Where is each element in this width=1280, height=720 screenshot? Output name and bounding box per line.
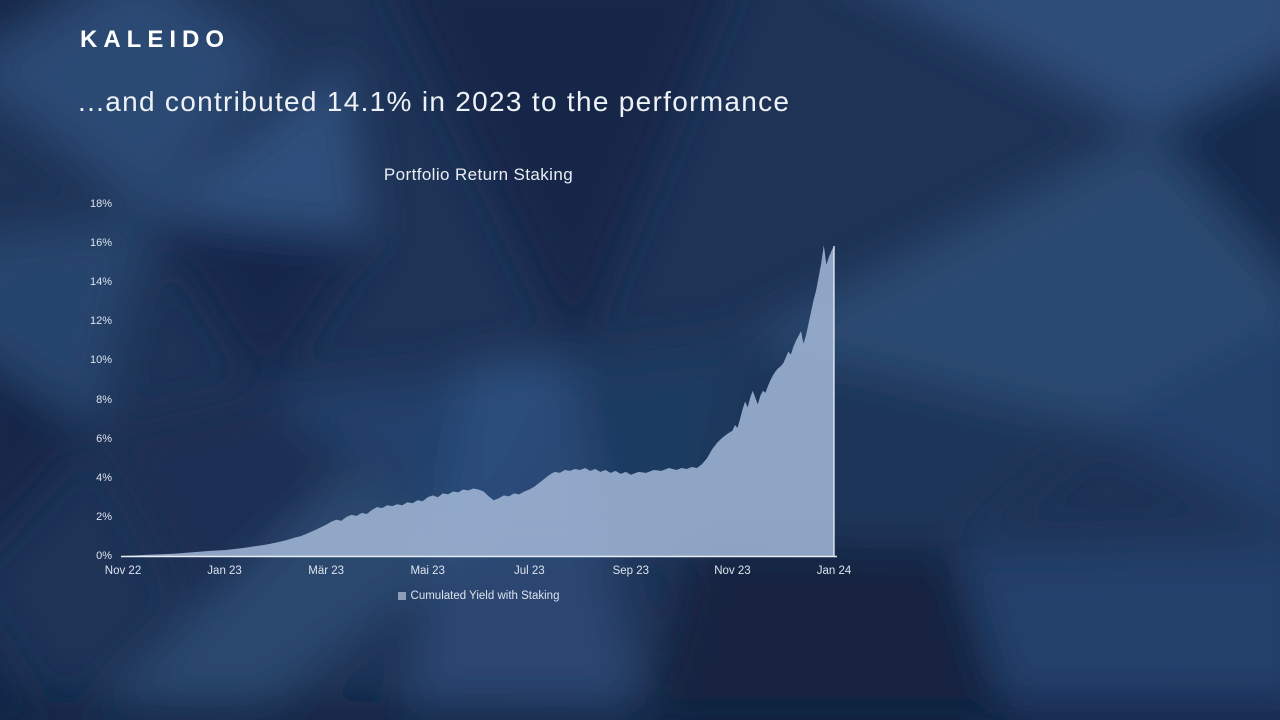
y-axis-label: 16% [89, 237, 112, 250]
x-axis-label: Mai 23 [410, 565, 445, 577]
x-axis-label: Jan 23 [207, 565, 242, 577]
kaleido-logo: KALEIDO [80, 26, 230, 53]
y-axis-label: 12% [89, 315, 112, 328]
y-axis-label: 6% [96, 432, 112, 445]
y-axis-label: 2% [96, 510, 112, 523]
y-axis-label: 8% [96, 393, 112, 406]
x-axis-label: Jan 24 [816, 565, 852, 577]
y-axis-label: 0% [96, 550, 112, 562]
slide-title: ...and contributed 14.1% in 2023 to the … [78, 86, 791, 117]
x-axis-label: Jul 23 [513, 565, 545, 577]
y-axis-label: 4% [96, 471, 112, 484]
x-axis-label: Nov 23 [714, 565, 751, 577]
legend-label: Cumulated Yield with Staking [410, 590, 560, 602]
legend-swatch [397, 592, 406, 600]
y-axis-label: 10% [89, 354, 112, 367]
x-axis-label: Nov 22 [104, 565, 142, 577]
y-axis-label: 18% [89, 198, 112, 210]
x-axis-label: Sep 23 [612, 565, 650, 577]
x-axis-label: Mär 23 [308, 565, 345, 577]
chart-title: Portfolio Return Staking [383, 165, 574, 184]
cumulated-yield-area-series [123, 245, 834, 556]
chart-legend: Cumulated Yield with Staking [123, 590, 834, 602]
y-axis-label: 14% [89, 276, 112, 289]
